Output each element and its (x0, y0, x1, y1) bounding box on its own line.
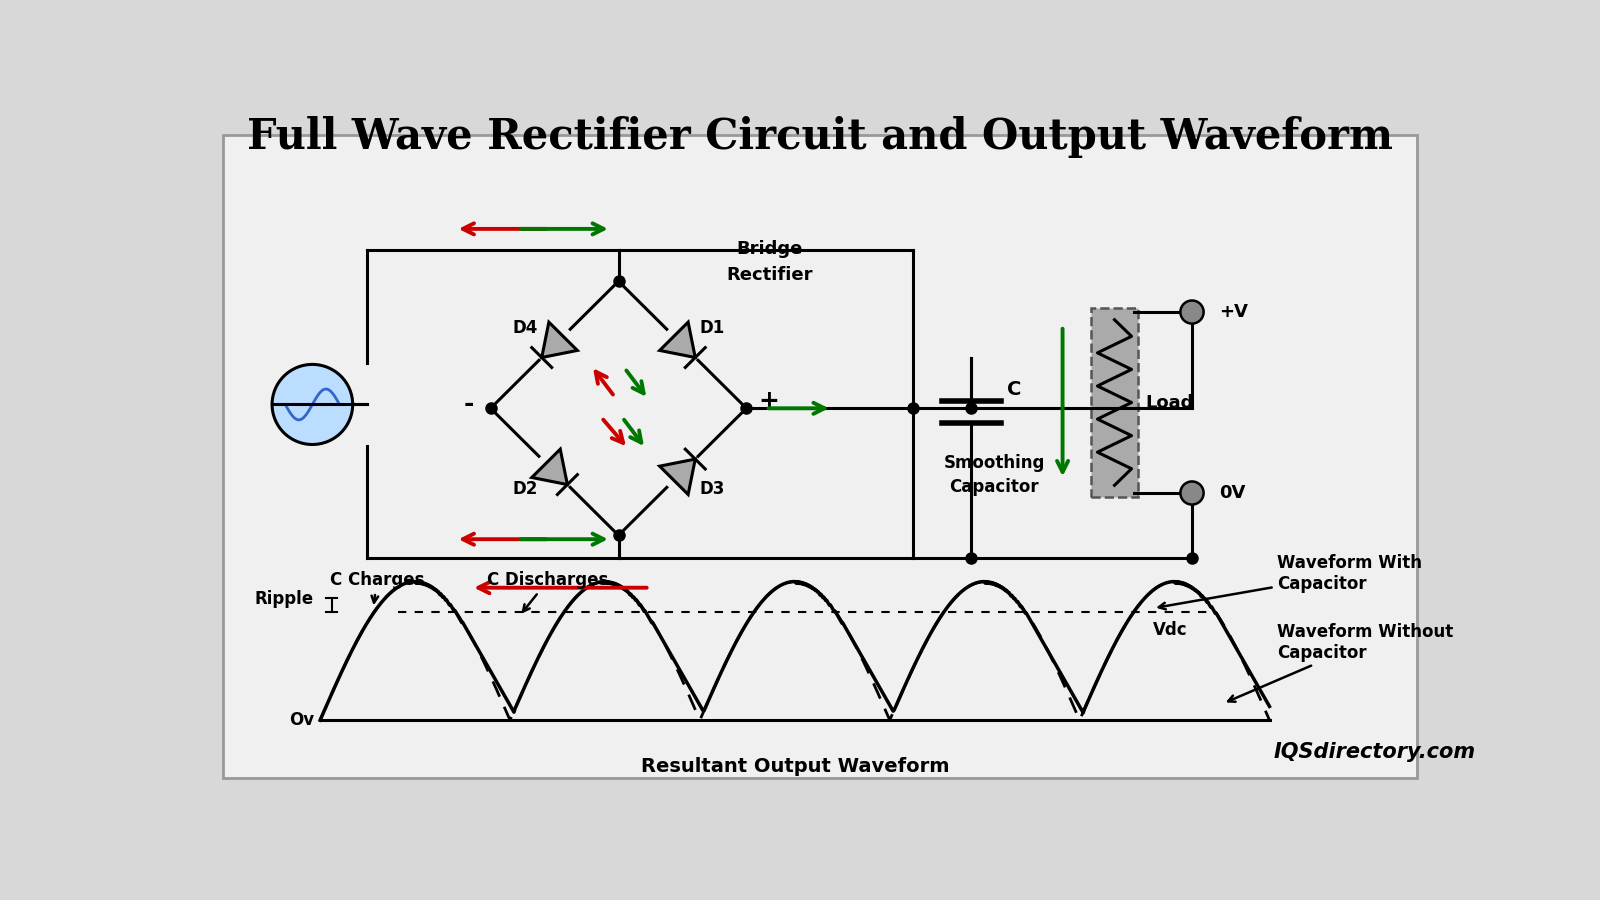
Text: Waveform With
Capacitor: Waveform With Capacitor (1158, 554, 1422, 609)
Text: Smoothing
Capacitor: Smoothing Capacitor (944, 454, 1045, 496)
Text: -: - (464, 392, 474, 417)
Text: Bridge
Rectifier: Bridge Rectifier (726, 240, 813, 284)
Text: 0V: 0V (1219, 484, 1245, 502)
Text: D2: D2 (512, 480, 538, 498)
Circle shape (1181, 482, 1203, 505)
Text: IQSdirectory.com: IQSdirectory.com (1274, 742, 1475, 762)
FancyBboxPatch shape (1091, 308, 1138, 497)
Text: Ov: Ov (290, 711, 314, 729)
Text: D1: D1 (699, 319, 725, 337)
Text: C Discharges: C Discharges (488, 572, 608, 611)
Circle shape (272, 364, 352, 445)
Text: +: + (758, 389, 779, 412)
Text: Resultant Output Waveform: Resultant Output Waveform (640, 757, 949, 776)
Circle shape (1181, 301, 1203, 324)
Text: Waveform Without
Capacitor: Waveform Without Capacitor (1229, 623, 1453, 702)
Text: Full Wave Rectifier Circuit and Output Waveform: Full Wave Rectifier Circuit and Output W… (246, 116, 1394, 158)
Text: C: C (1006, 380, 1021, 399)
Polygon shape (659, 322, 696, 357)
Text: D4: D4 (512, 319, 538, 337)
Text: Load: Load (1146, 393, 1194, 411)
FancyBboxPatch shape (224, 135, 1416, 778)
Text: C Charges: C Charges (330, 572, 424, 603)
Text: +V: +V (1219, 303, 1248, 321)
Polygon shape (542, 322, 578, 357)
Polygon shape (659, 459, 696, 494)
Polygon shape (531, 449, 568, 484)
Text: Vdc: Vdc (1154, 621, 1187, 639)
Text: D3: D3 (699, 480, 725, 498)
Text: Ripple: Ripple (254, 590, 314, 608)
